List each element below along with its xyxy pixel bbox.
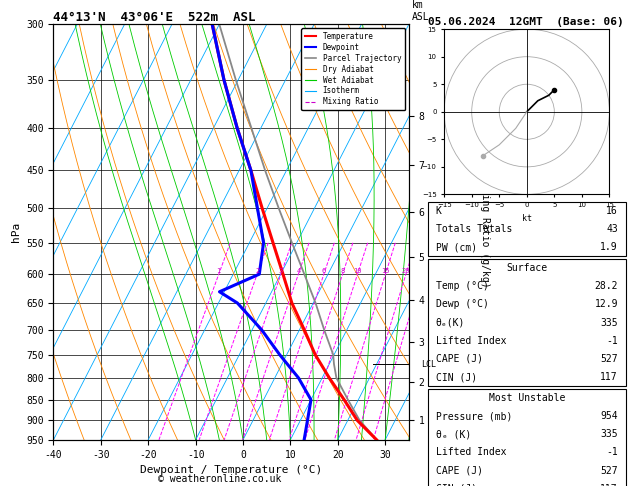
Text: 8: 8 [340, 268, 345, 274]
Text: 117: 117 [600, 484, 618, 486]
Text: Totals Totals: Totals Totals [436, 224, 512, 234]
Text: 16: 16 [606, 206, 618, 216]
Y-axis label: hPa: hPa [11, 222, 21, 242]
X-axis label: Dewpoint / Temperature (°C): Dewpoint / Temperature (°C) [140, 465, 322, 475]
Text: 15: 15 [381, 268, 390, 274]
Text: km
ASL: km ASL [412, 0, 430, 22]
Text: Pressure (mb): Pressure (mb) [436, 411, 512, 421]
Text: -1: -1 [606, 448, 618, 457]
Bar [428, 202, 626, 256]
Text: 20: 20 [402, 268, 410, 274]
Bar [428, 389, 626, 486]
Text: Surface: Surface [506, 263, 547, 273]
Text: CIN (J): CIN (J) [436, 372, 477, 382]
Text: PW (cm): PW (cm) [436, 242, 477, 252]
Text: 1: 1 [216, 268, 221, 274]
Text: θₑ(K): θₑ(K) [436, 317, 465, 328]
Text: 3: 3 [279, 268, 283, 274]
Text: Dewp (°C): Dewp (°C) [436, 299, 489, 310]
Text: 05.06.2024  12GMT  (Base: 06): 05.06.2024 12GMT (Base: 06) [428, 17, 623, 27]
Text: 1.9: 1.9 [600, 242, 618, 252]
Y-axis label: Mixing Ratio (g/kg): Mixing Ratio (g/kg) [480, 176, 490, 288]
Legend: Temperature, Dewpoint, Parcel Trajectory, Dry Adiabat, Wet Adiabat, Isotherm, Mi: Temperature, Dewpoint, Parcel Trajectory… [301, 28, 405, 110]
Text: CAPE (J): CAPE (J) [436, 466, 482, 476]
Text: © weatheronline.co.uk: © weatheronline.co.uk [159, 473, 282, 484]
Text: 117: 117 [600, 372, 618, 382]
Text: 335: 335 [600, 317, 618, 328]
Text: K: K [436, 206, 442, 216]
Text: 335: 335 [600, 429, 618, 439]
Text: 43: 43 [606, 224, 618, 234]
Text: 28.2: 28.2 [594, 281, 618, 291]
X-axis label: kt: kt [522, 213, 532, 223]
Text: Lifted Index: Lifted Index [436, 448, 506, 457]
Text: CIN (J): CIN (J) [436, 484, 477, 486]
Text: 527: 527 [600, 466, 618, 476]
Text: Temp (°C): Temp (°C) [436, 281, 489, 291]
Text: LCL: LCL [421, 360, 437, 368]
Text: 2: 2 [255, 268, 259, 274]
Text: θₑ (K): θₑ (K) [436, 429, 471, 439]
Text: 10: 10 [353, 268, 362, 274]
Text: 12.9: 12.9 [594, 299, 618, 310]
Text: 527: 527 [600, 354, 618, 364]
Text: CAPE (J): CAPE (J) [436, 354, 482, 364]
Text: 6: 6 [321, 268, 326, 274]
Text: 44°13'N  43°06'E  522m  ASL: 44°13'N 43°06'E 522m ASL [53, 11, 256, 24]
Text: 954: 954 [600, 411, 618, 421]
Text: Lifted Index: Lifted Index [436, 336, 506, 346]
Text: Most Unstable: Most Unstable [489, 393, 565, 403]
Bar [428, 259, 626, 386]
Text: -1: -1 [606, 336, 618, 346]
Text: 4: 4 [296, 268, 301, 274]
